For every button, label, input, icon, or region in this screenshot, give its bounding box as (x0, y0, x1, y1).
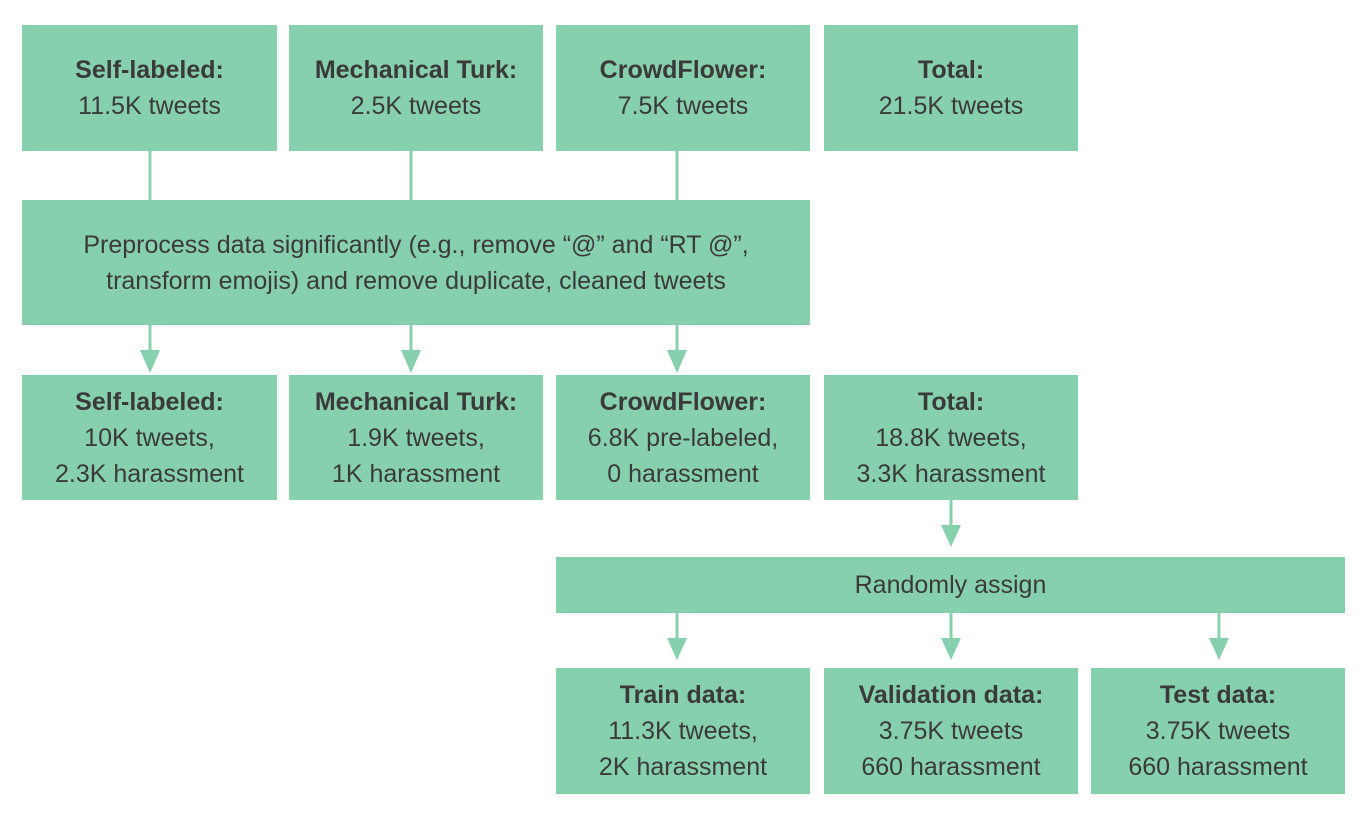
cleaned-total-harassment: 3.3K harassment (856, 459, 1046, 488)
cleaned-total-box: Total: 18.8K tweets, 3.3K harassment (824, 375, 1078, 500)
cleaned-crowdflower-tweets: 6.8K pre-labeled, (587, 423, 779, 452)
cleaned-total-tweets: 18.8K tweets, (875, 423, 1027, 452)
arrowhead-test (1209, 638, 1229, 660)
cleaned-self-labeled-box: Self-labeled: 10K tweets, 2.3K harassmen… (22, 375, 277, 500)
split-train-title: Train data: (619, 681, 747, 709)
source-self-labeled-title: Self-labeled: (75, 56, 224, 84)
cleaned-crowdflower-harassment: 0 harassment (607, 459, 759, 488)
cleaned-mturk-tweets: 1.9K tweets, (347, 423, 485, 452)
source-crowdflower-box: CrowdFlower: 7.5K tweets (556, 25, 810, 151)
split-test-box: Test data: 3.75K tweets 660 harassment (1091, 668, 1345, 794)
source-mturk-box: Mechanical Turk: 2.5K tweets (289, 25, 543, 151)
cleaned-crowdflower-box: CrowdFlower: 6.8K pre-labeled, 0 harassm… (556, 375, 810, 500)
split-test-tweets: 3.75K tweets (1145, 717, 1291, 745)
split-train-box: Train data: 11.3K tweets, 2K harassment (556, 668, 810, 794)
source-crowdflower-title: CrowdFlower: (599, 56, 767, 84)
arrowhead-train (667, 638, 687, 660)
source-total-box: Total: 21.5K tweets (824, 25, 1078, 151)
cleaned-mturk-title: Mechanical Turk: (314, 387, 518, 416)
split-train-harassment: 2K harassment (598, 753, 768, 781)
cleaned-self-labeled-title: Self-labeled: (75, 387, 224, 416)
arrowhead-self-labeled (140, 350, 160, 373)
randomly-assign-box: Randomly assign (556, 557, 1345, 613)
arrowhead-validation (941, 638, 961, 660)
cleaned-self-labeled-harassment: 2.3K harassment (55, 459, 244, 488)
cleaned-mturk-box: Mechanical Turk: 1.9K tweets, 1K harassm… (289, 375, 543, 500)
source-self-labeled-box: Self-labeled: 11.5K tweets (22, 25, 277, 151)
preprocess-line-2: transform emojis) and remove duplicate, … (106, 266, 726, 295)
cleaned-total-title: Total: (917, 387, 985, 416)
split-test-title: Test data: (1159, 681, 1277, 709)
arrowhead-crowdflower (667, 350, 687, 373)
split-validation-title: Validation data: (858, 681, 1044, 709)
split-train-tweets: 11.3K tweets, (608, 717, 758, 745)
preprocess-line-1: Preprocess data significantly (e.g., rem… (83, 230, 749, 259)
source-total-title: Total: (917, 56, 985, 84)
source-self-labeled-count: 11.5K tweets (78, 92, 221, 120)
split-test-harassment: 660 harassment (1128, 753, 1308, 781)
source-total-count: 21.5K tweets (878, 92, 1024, 120)
split-validation-tweets: 3.75K tweets (878, 717, 1024, 745)
preprocess-box: Preprocess data significantly (e.g., rem… (22, 200, 810, 325)
split-validation-box: Validation data: 3.75K tweets 660 harass… (824, 668, 1078, 794)
source-mturk-title: Mechanical Turk: (314, 56, 518, 84)
source-crowdflower-count: 7.5K tweets (617, 92, 749, 120)
arrowhead-mturk (401, 350, 421, 373)
source-mturk-count: 2.5K tweets (350, 92, 482, 120)
arrowhead-assign (941, 525, 961, 547)
cleaned-mturk-harassment: 1K harassment (331, 459, 501, 488)
randomly-assign-label: Randomly assign (854, 571, 1047, 599)
cleaned-crowdflower-title: CrowdFlower: (599, 387, 767, 416)
split-validation-harassment: 660 harassment (861, 753, 1041, 781)
cleaned-self-labeled-tweets: 10K tweets, (84, 423, 215, 452)
